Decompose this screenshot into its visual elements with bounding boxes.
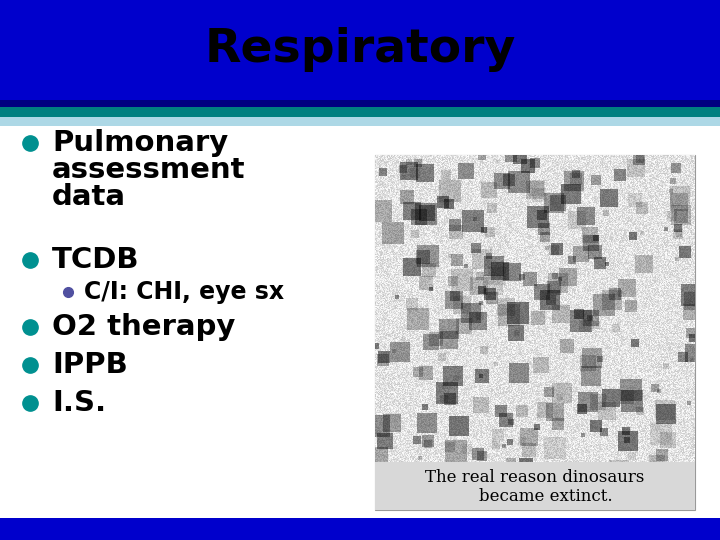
Bar [0,0,720,100]
Text: The real reason dinosaurs: The real reason dinosaurs [426,469,644,486]
Text: TCDB: TCDB [52,246,140,274]
Text: Respiratory: Respiratory [204,28,516,72]
Text: IPPB: IPPB [52,351,127,379]
Text: assessment: assessment [52,156,246,184]
Text: O2 therapy: O2 therapy [52,313,235,341]
Text: C/I: CHI, eye sx: C/I: CHI, eye sx [84,280,284,304]
Bar [0,100,720,107]
Bar [0,107,720,117]
Bar [0,518,720,540]
Bar [375,462,695,510]
Text: became extinct.: became extinct. [458,488,612,505]
Bar [0,117,720,126]
Text: Pulmonary: Pulmonary [52,129,228,157]
Text: I.S.: I.S. [52,389,106,417]
Bar [375,155,695,510]
Text: data: data [52,183,126,211]
